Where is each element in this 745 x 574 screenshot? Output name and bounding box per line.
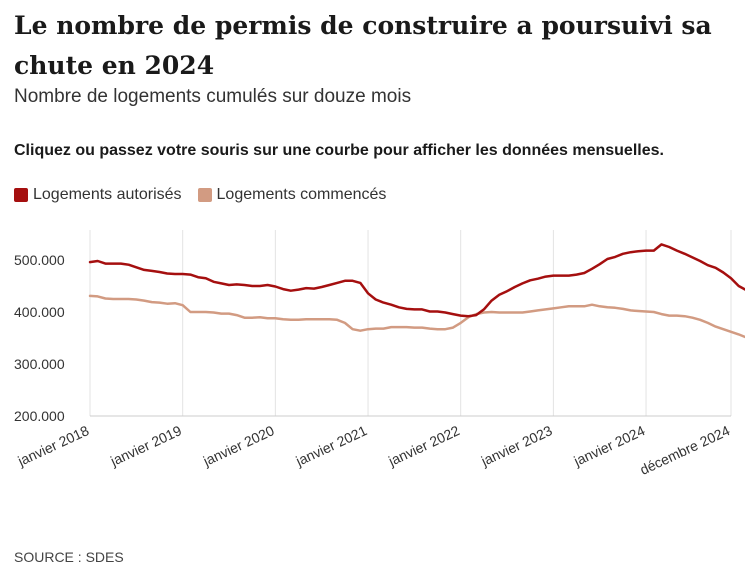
chart-legend: Logements autorisés Logements commencés — [14, 186, 402, 204]
x-tick-label: janvier 2020 — [200, 422, 277, 469]
line-chart[interactable]: 200.000 300.000 400.000 500.000 janvier 2018… — [0, 220, 745, 510]
x-tick-label: janvier 2022 — [385, 422, 462, 469]
y-tick-label: 500.000 — [14, 252, 65, 268]
legend-item-commences[interactable]: Logements commencés — [197, 186, 387, 204]
y-tick-label: 300.000 — [14, 356, 65, 372]
source-note: SOURCE : SDES — [14, 549, 124, 565]
legend-swatch-commences — [197, 188, 212, 202]
legend-label-autorises: Logements autorisés — [33, 186, 182, 203]
x-tick-label: janvier 2019 — [107, 422, 184, 469]
x-tick-label: janvier 2021 — [292, 422, 369, 469]
chart-title: Le nombre de permis de construire a pour… — [14, 11, 712, 80]
x-tick-label: janvier 2018 — [14, 422, 91, 469]
series-line-autorises[interactable] — [88, 243, 745, 348]
legend-item-autorises[interactable]: Logements autorisés — [14, 186, 182, 204]
y-tick-label: 200.000 — [14, 408, 65, 424]
x-tick-label: janvier 2024 — [571, 422, 648, 469]
interaction-instruction: Cliquez ou passez votre souris sur une c… — [14, 142, 664, 159]
chart-subtitle: Nombre de logements cumulés sur douze mo… — [14, 86, 412, 107]
y-tick-label: 400.000 — [14, 304, 65, 320]
series-line-commences[interactable] — [88, 294, 745, 385]
x-tick-label: décembre 2024 — [637, 422, 732, 478]
legend-swatch-autorises — [14, 188, 28, 202]
x-tick-label: janvier 2023 — [478, 422, 555, 469]
legend-label-commences: Logements commencés — [216, 186, 387, 203]
